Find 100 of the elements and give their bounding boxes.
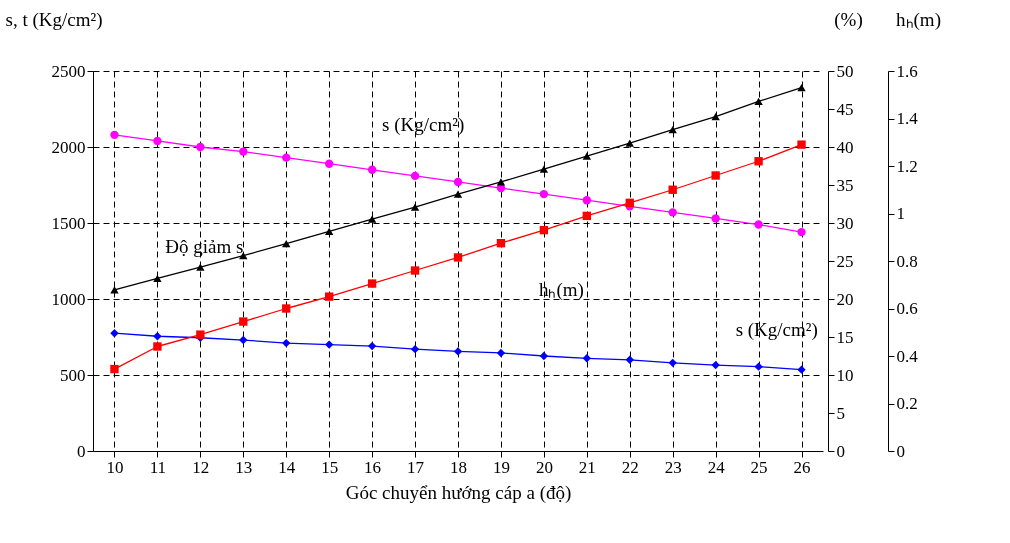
y-tick-label: 500 xyxy=(60,365,86,385)
x-tick-label: 17 xyxy=(407,457,425,477)
point xyxy=(797,365,806,374)
y2-tick-label: 50 xyxy=(836,61,854,81)
point xyxy=(453,190,463,198)
text: hₕ(m) xyxy=(538,279,584,302)
x-tick-label: 11 xyxy=(149,457,167,477)
point xyxy=(239,147,248,156)
point xyxy=(711,112,720,121)
point xyxy=(711,214,720,223)
y-tick-label: 2500 xyxy=(51,61,86,81)
point xyxy=(324,340,334,349)
point xyxy=(625,355,634,364)
y2-axis-title: (%) xyxy=(834,8,863,31)
point xyxy=(582,152,592,160)
y2-tick-label: 10 xyxy=(836,365,854,385)
point xyxy=(110,286,119,294)
x-tick-label: 25 xyxy=(750,457,768,477)
y2-tick-label: 20 xyxy=(836,289,854,309)
point xyxy=(754,97,763,106)
point xyxy=(196,142,205,152)
point xyxy=(496,239,506,248)
point xyxy=(110,329,119,338)
y3-tick-label: 0.6 xyxy=(896,299,918,318)
x-tick-label: 15 xyxy=(321,457,339,477)
point xyxy=(324,292,334,301)
point xyxy=(625,198,634,207)
point xyxy=(153,274,162,283)
point xyxy=(410,344,420,354)
point xyxy=(282,304,291,313)
x-tick-label: 13 xyxy=(235,457,253,477)
point xyxy=(797,227,806,237)
point xyxy=(668,125,677,134)
point xyxy=(239,317,248,326)
point xyxy=(324,159,334,168)
y2-tick-label: 25 xyxy=(836,251,854,271)
point xyxy=(539,225,549,235)
point xyxy=(367,215,377,223)
x-tick-label: 24 xyxy=(707,457,726,477)
y2-tick-label: 15 xyxy=(836,327,854,347)
point xyxy=(797,140,806,149)
point xyxy=(153,332,162,341)
point xyxy=(453,347,463,356)
point xyxy=(153,136,162,146)
x-tick-label: 26 xyxy=(793,457,811,477)
y-axis-title: s, t (Kg/cm²) xyxy=(5,8,103,31)
y-tick-label: 1000 xyxy=(51,289,86,309)
series-label: Độ giảm s xyxy=(165,236,244,258)
point xyxy=(539,189,549,199)
point xyxy=(711,171,720,180)
point xyxy=(539,351,549,361)
y2-tick-label: 40 xyxy=(836,137,854,157)
point xyxy=(324,227,334,235)
point xyxy=(582,211,592,221)
point xyxy=(282,153,291,162)
x-tick-label: 18 xyxy=(450,457,467,477)
x-axis-title: Góc chuyển hướng cáp a (độ) xyxy=(345,481,572,504)
point xyxy=(668,358,677,368)
point xyxy=(582,354,592,363)
y2-tick-label: 35 xyxy=(836,175,854,195)
point xyxy=(367,279,377,288)
point xyxy=(797,84,806,92)
point xyxy=(668,208,677,217)
point xyxy=(453,253,463,262)
point xyxy=(754,362,763,371)
x-tick-label: 16 xyxy=(364,457,382,477)
point xyxy=(711,360,720,370)
y3-tick-label: 0.2 xyxy=(896,394,918,413)
point xyxy=(110,364,119,374)
x-tick-label: 12 xyxy=(192,457,210,477)
point xyxy=(367,341,377,351)
point xyxy=(410,203,420,211)
point xyxy=(410,171,420,181)
x-tick-label: 23 xyxy=(664,457,682,477)
y3-tick-label: 0.4 xyxy=(896,346,919,366)
point xyxy=(153,342,162,351)
x-tick-label: 19 xyxy=(492,457,510,477)
x-tick-label: 22 xyxy=(621,457,639,477)
x-tick-label: 21 xyxy=(578,457,596,477)
y-tick-label: 0 xyxy=(77,441,86,461)
point xyxy=(453,177,463,187)
y2-tick-label: 5 xyxy=(836,403,845,423)
point xyxy=(754,157,763,166)
y2-tick-label: 0 xyxy=(836,441,845,461)
y3-tick-label: 0 xyxy=(896,441,905,461)
y2-tick-label: 30 xyxy=(836,213,854,233)
x-tick-label: 20 xyxy=(535,457,553,477)
point xyxy=(110,130,119,140)
x-tick-label: 10 xyxy=(106,457,124,477)
x-tick-label: 14 xyxy=(278,457,296,477)
series-label: s (Kg/cm²) xyxy=(382,113,465,136)
y3-tick-label: 1 xyxy=(896,204,905,223)
point xyxy=(496,178,506,186)
point xyxy=(410,266,420,275)
series-label: s (Kg/cm²) xyxy=(735,319,818,342)
y3-axis-title: hₕ(m) xyxy=(896,8,941,31)
point xyxy=(754,220,763,229)
point xyxy=(539,165,549,173)
point xyxy=(582,196,592,205)
point xyxy=(239,252,248,260)
